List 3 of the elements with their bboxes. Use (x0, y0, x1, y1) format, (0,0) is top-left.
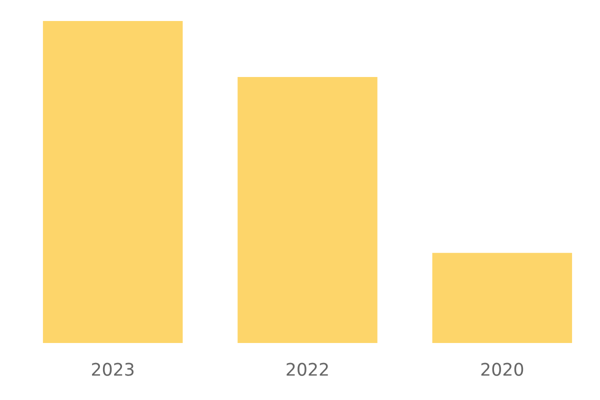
x-tick-label: 2023 (92, 362, 134, 376)
x-tick-label: 2020 (481, 362, 524, 376)
x-tick-label: 2022 (286, 362, 328, 376)
